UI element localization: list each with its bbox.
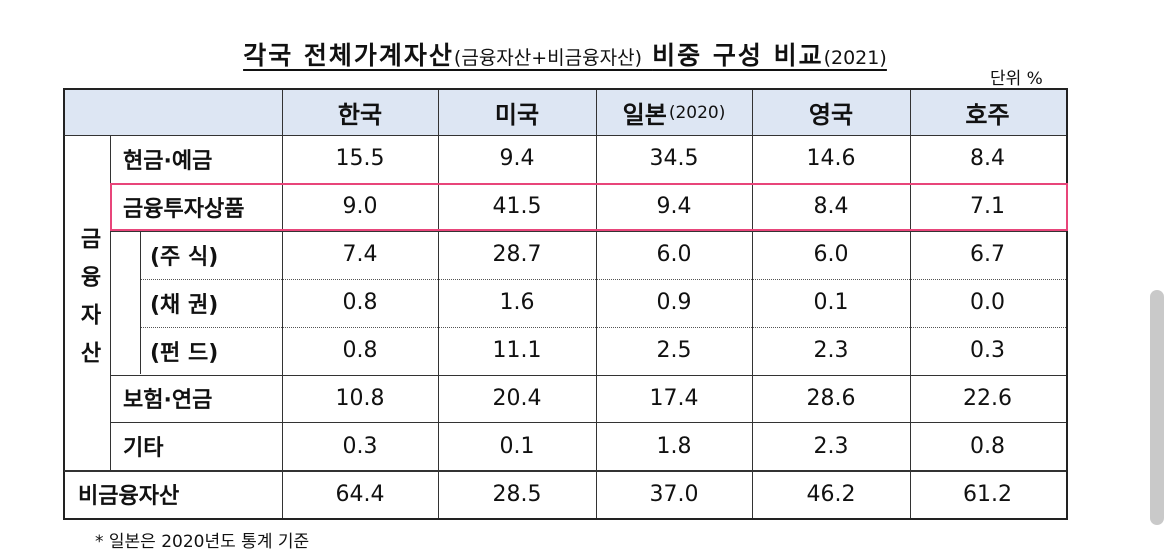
title-year: (2021) [823, 47, 887, 69]
column-label: 호주 [965, 101, 1010, 129]
value-cell: 0.9 [656, 290, 692, 316]
value-cell: 0.8 [970, 433, 1005, 459]
col-line [140, 230, 141, 375]
row-line [110, 422, 1066, 424]
table [63, 88, 1068, 520]
value-cell: 28.6 [806, 385, 856, 411]
value-cell: 6.0 [656, 242, 692, 268]
value-cell: 0.0 [970, 290, 1005, 316]
row-label: 현금·예금 [123, 148, 213, 174]
row-line [140, 326, 1066, 328]
row-line [110, 374, 1066, 376]
title: 각국 전체가계자산(금융자산+비금융자산) 비중 구성 비교(2021) [0, 36, 1130, 72]
header-line [64, 135, 1066, 136]
value-cell: 28.7 [492, 242, 542, 268]
value-cell: 0.1 [499, 433, 535, 459]
row-label: 비금융자산 [78, 484, 180, 510]
column-header: 영국 [752, 90, 910, 135]
column-header: 호주 [910, 90, 1065, 135]
value-cell: 61.2 [963, 481, 1012, 507]
column-note: (2020) [668, 102, 726, 123]
value-cell: 2.3 [813, 433, 849, 459]
row-label: (채 권) [150, 292, 219, 318]
row-label: 기타 [123, 436, 164, 462]
group-text: 금융자산 [76, 226, 101, 379]
value-cell: 1.6 [499, 290, 535, 316]
column-label: 한국 [337, 101, 383, 129]
header-bg [65, 90, 1066, 135]
column-header: 한국 [282, 90, 438, 135]
row-line [64, 470, 1066, 473]
column-label: 일본 [622, 101, 667, 129]
row-label: (펀 드) [150, 340, 219, 366]
value-cell: 2.3 [813, 338, 849, 364]
value-cell: 17.4 [649, 385, 699, 411]
column-label: 미국 [494, 101, 540, 129]
value-cell: 37.0 [649, 481, 699, 507]
value-cell: 46.2 [806, 481, 856, 507]
value-cell: 0.8 [342, 290, 378, 316]
value-cell: 9.4 [499, 146, 535, 172]
value-cell: 2.5 [656, 338, 692, 364]
value-cell: 11.1 [492, 338, 542, 364]
title-main2: 비중 구성 비교 [652, 41, 824, 70]
footnote: * 일본은 2020년도 통계 기준 [95, 532, 310, 552]
value-cell: 9.4 [656, 194, 692, 220]
value-cell: 34.5 [649, 146, 699, 172]
value-cell: 1.8 [656, 433, 692, 459]
value-cell: 8.4 [970, 146, 1005, 172]
value-cell: 64.4 [335, 481, 385, 507]
column-header: 일본 (2020) [596, 90, 752, 135]
value-cell: 8.4 [813, 194, 849, 220]
scrollbar [1150, 290, 1164, 525]
col-line [910, 90, 911, 518]
row-line [110, 230, 1066, 232]
value-cell: 10.8 [335, 385, 385, 411]
row-line [140, 278, 1066, 280]
value-cell: 0.3 [342, 433, 378, 459]
col-line [438, 90, 439, 518]
col-line [596, 90, 597, 518]
highlight [110, 182, 1068, 231]
column-header: 미국 [438, 90, 596, 135]
unit: 단위 % [990, 69, 1043, 89]
value-cell: 0.1 [813, 290, 849, 316]
value-cell: 28.5 [492, 481, 542, 507]
column-label: 영국 [808, 101, 854, 129]
value-cell: 0.3 [970, 338, 1005, 364]
value-cell: 0.8 [342, 338, 378, 364]
value-cell: 22.6 [963, 385, 1012, 411]
row-label: 보험·연금 [123, 388, 213, 414]
group-label: 금융자산 [66, 135, 110, 470]
value-cell: 15.5 [335, 146, 385, 172]
row-label: 금융투자상품 [123, 196, 245, 222]
value-cell: 41.5 [492, 194, 542, 220]
value-cell: 6.0 [813, 242, 849, 268]
row-label: (주 식) [150, 244, 219, 270]
value-cell: 20.4 [492, 385, 542, 411]
value-cell: 7.4 [342, 242, 378, 268]
title-detail: (금융자산+비금융자산) [453, 47, 642, 69]
value-cell: 14.6 [806, 146, 856, 172]
value-cell: 7.1 [970, 194, 1005, 220]
col-line [282, 90, 283, 518]
value-cell: 9.0 [342, 194, 378, 220]
title-main: 각국 전체가계자산 [243, 41, 454, 70]
col-line [110, 135, 111, 471]
col-line [752, 90, 753, 518]
value-cell: 6.7 [970, 242, 1005, 268]
